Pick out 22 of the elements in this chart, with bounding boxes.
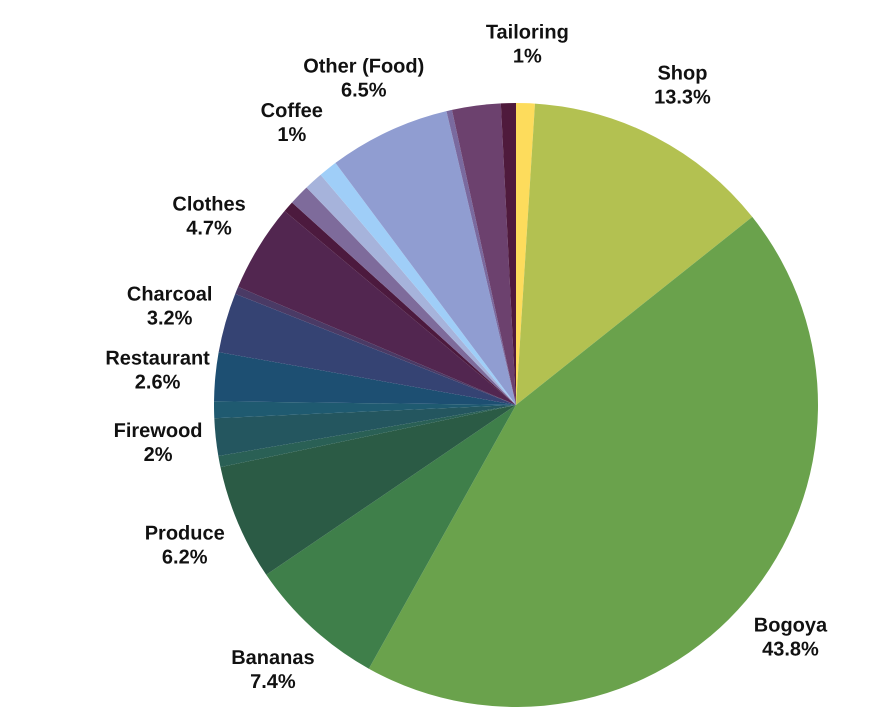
data-label: 6.2% (162, 546, 208, 568)
data-label: 4.7% (186, 217, 232, 240)
data-label: 3.2% (146, 307, 193, 330)
slice-label: Restaurant (105, 348, 210, 370)
data-label: 1% (277, 124, 306, 146)
slice-label: Bananas (231, 647, 315, 670)
slice-label: Firewood (114, 420, 202, 442)
data-label: 2% (144, 444, 173, 466)
data-label: 2.6% (134, 372, 181, 394)
slice-label: Produce (144, 522, 225, 544)
slice-label: Bogoya (754, 614, 828, 636)
slice-label: Shop (657, 62, 708, 84)
slice-label: Clothes (172, 193, 246, 216)
data-label: 13.3% (654, 86, 712, 108)
slice-label: Charcoal (126, 283, 212, 306)
data-label: 1% (512, 46, 542, 68)
slice-label: Tailoring (486, 22, 569, 44)
data-label: 43.8% (762, 638, 820, 660)
data-label: 6.5% (340, 79, 387, 102)
data-label: 7.4% (250, 671, 296, 694)
slice-label: Other (Food) (303, 55, 424, 78)
slice-label: Coffee (260, 100, 323, 122)
